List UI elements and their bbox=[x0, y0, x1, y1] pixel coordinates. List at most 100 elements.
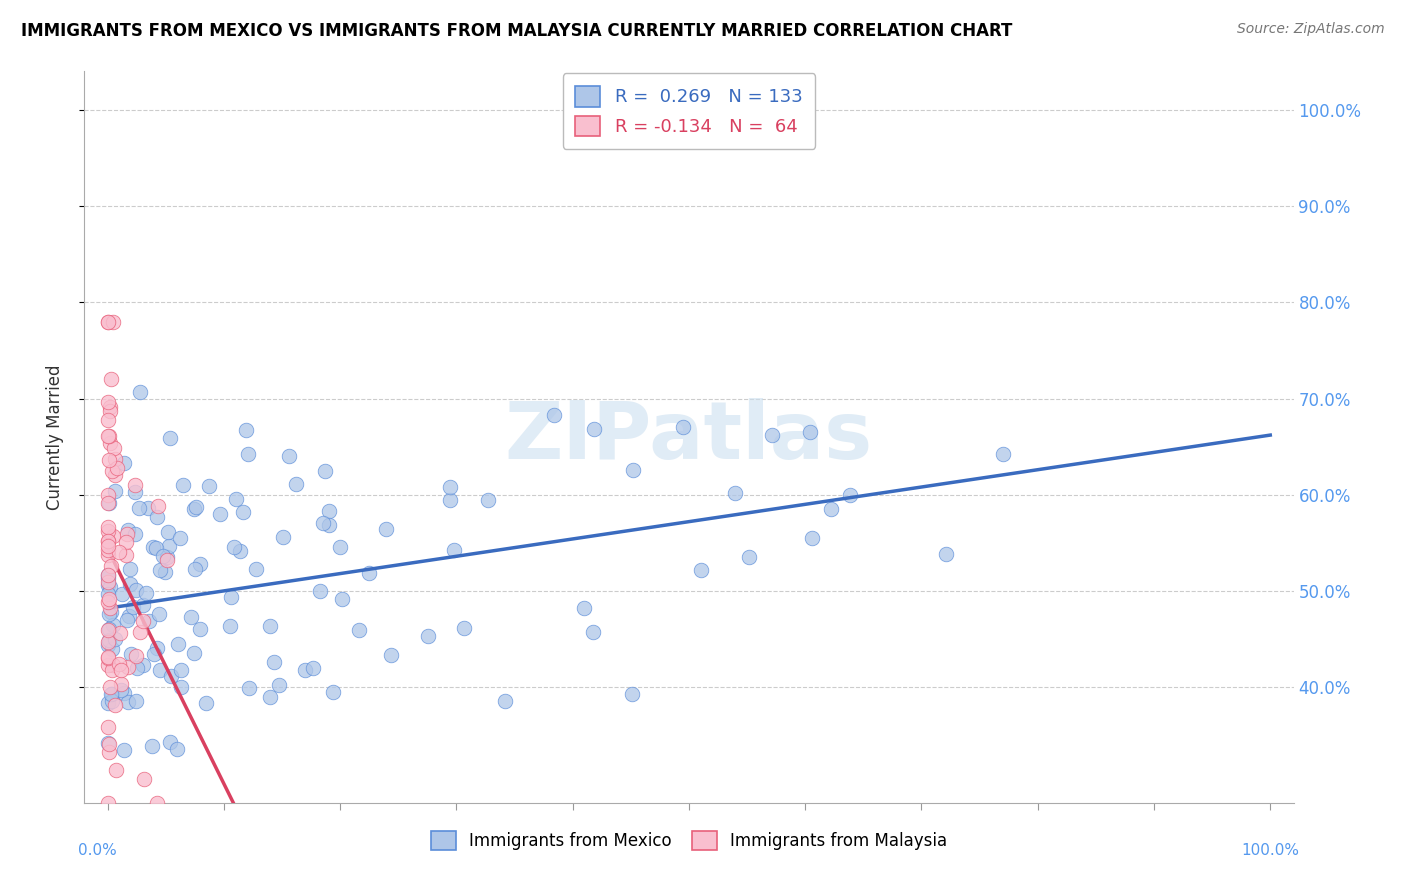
Point bbox=[101, 687, 124, 701]
Point bbox=[101, 464, 124, 478]
Point bbox=[117, 524, 139, 538]
Point bbox=[170, 680, 193, 694]
Point bbox=[101, 641, 124, 656]
Point bbox=[141, 739, 163, 753]
Point bbox=[97, 638, 120, 652]
Point bbox=[132, 598, 155, 612]
Point bbox=[267, 678, 290, 692]
Point bbox=[98, 633, 121, 648]
Point bbox=[97, 568, 120, 582]
Point bbox=[156, 552, 179, 566]
Point bbox=[97, 394, 120, 409]
Point bbox=[195, 696, 218, 710]
Point bbox=[124, 527, 146, 541]
Point bbox=[149, 563, 172, 577]
Point bbox=[166, 637, 188, 651]
Point bbox=[477, 492, 499, 507]
Point bbox=[160, 668, 183, 682]
Point bbox=[621, 687, 644, 701]
Point bbox=[245, 562, 267, 576]
Text: ZIPatlas: ZIPatlas bbox=[505, 398, 873, 476]
Point bbox=[104, 467, 127, 482]
Point bbox=[224, 540, 246, 554]
Point bbox=[97, 736, 120, 750]
Point bbox=[100, 559, 122, 574]
Point bbox=[263, 655, 285, 669]
Point bbox=[166, 742, 188, 756]
Point bbox=[108, 545, 131, 559]
Point bbox=[159, 431, 181, 445]
Point bbox=[294, 663, 316, 677]
Point bbox=[184, 562, 207, 576]
Point bbox=[581, 624, 603, 639]
Point bbox=[232, 505, 254, 519]
Point bbox=[135, 586, 157, 600]
Point bbox=[98, 737, 121, 751]
Point bbox=[145, 640, 167, 655]
Point bbox=[301, 661, 323, 675]
Point bbox=[104, 483, 127, 498]
Point bbox=[125, 661, 148, 675]
Point bbox=[97, 578, 120, 592]
Point bbox=[172, 477, 194, 491]
Point bbox=[308, 583, 330, 598]
Point bbox=[138, 614, 160, 628]
Point bbox=[800, 532, 823, 546]
Point bbox=[672, 419, 695, 434]
Point bbox=[104, 763, 127, 777]
Point bbox=[198, 479, 221, 493]
Point bbox=[101, 529, 124, 543]
Point bbox=[125, 649, 148, 664]
Point bbox=[108, 657, 131, 671]
Point bbox=[97, 429, 120, 443]
Point bbox=[104, 451, 127, 466]
Point bbox=[97, 657, 120, 672]
Point bbox=[219, 591, 242, 605]
Legend: Immigrants from Mexico, Immigrants from Malaysia: Immigrants from Mexico, Immigrants from … bbox=[425, 824, 953, 856]
Point bbox=[318, 518, 340, 533]
Point bbox=[97, 607, 120, 621]
Point bbox=[129, 385, 152, 400]
Point bbox=[98, 580, 121, 594]
Point bbox=[108, 626, 131, 640]
Point bbox=[153, 566, 176, 580]
Point bbox=[97, 540, 120, 554]
Point bbox=[100, 605, 122, 619]
Point bbox=[761, 428, 783, 442]
Point bbox=[156, 525, 179, 540]
Point bbox=[121, 600, 143, 615]
Point bbox=[136, 500, 159, 515]
Point bbox=[416, 629, 439, 643]
Point bbox=[100, 687, 122, 701]
Point bbox=[112, 456, 135, 470]
Point bbox=[125, 694, 148, 708]
Point bbox=[318, 503, 340, 517]
Point bbox=[439, 480, 461, 494]
Point bbox=[107, 461, 129, 475]
Point bbox=[159, 735, 181, 749]
Point bbox=[453, 621, 475, 635]
Point bbox=[285, 476, 308, 491]
Point bbox=[97, 534, 120, 549]
Point bbox=[110, 663, 132, 677]
Point bbox=[97, 696, 120, 710]
Point bbox=[146, 796, 169, 810]
Point bbox=[259, 690, 281, 705]
Point bbox=[169, 531, 191, 545]
Point bbox=[184, 500, 207, 514]
Point bbox=[97, 315, 120, 329]
Point bbox=[235, 424, 257, 438]
Point bbox=[330, 592, 353, 607]
Point bbox=[375, 522, 398, 536]
Point bbox=[114, 535, 136, 549]
Point bbox=[838, 488, 860, 502]
Text: 100.0%: 100.0% bbox=[1241, 843, 1299, 858]
Point bbox=[97, 595, 120, 609]
Point bbox=[322, 685, 344, 699]
Point bbox=[142, 540, 165, 554]
Point bbox=[132, 772, 155, 787]
Point bbox=[169, 663, 191, 677]
Point bbox=[129, 624, 152, 639]
Point bbox=[97, 650, 120, 665]
Point bbox=[97, 524, 120, 539]
